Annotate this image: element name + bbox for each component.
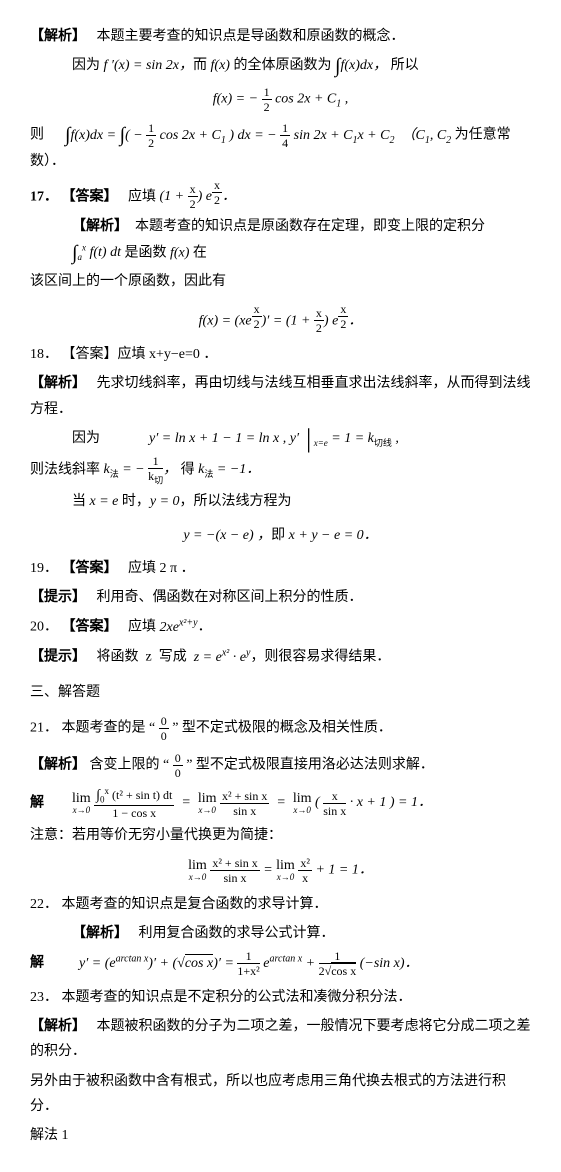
q21-txt-a: 本题考查的是 “ — [62, 721, 156, 736]
q21: 21． 本题考查的是 “ 0 0 ” 型不定式极限的概念及相关性质． — [30, 715, 531, 742]
q23: 23． 本题考查的知识点是不定积分的公式法和凑微分积分法． — [30, 985, 531, 1010]
q18-final: y = −(x − e) ，即 x + y − e = 0． — [30, 523, 531, 548]
q17-analysis-2: 该区间上的一个原函数，因此有 — [30, 269, 531, 294]
q23-txt: 本题考查的知识点是不定积分的公式法和凑微分积分法． — [62, 990, 412, 1005]
formula-int1: ∫f(x)dx， — [335, 58, 387, 73]
q23-analysis-tag: 【解析】 — [30, 1019, 86, 1034]
q21-note: 注意：若用等价无穷小量代换更为简捷： — [30, 823, 531, 848]
q18-kfa: 则法线斜率 k法 = − 1k切， 得 k法 = −1． — [30, 455, 531, 485]
line-integral-result: 则 ∫f(x)dx = ∫( − 12 cos 2x + C1 ) dx = −… — [30, 122, 531, 175]
txt-mid: 的全体原函数为 — [233, 58, 331, 73]
formula-fprime: f ′(x) = sin 2x， — [104, 58, 194, 73]
q23-line2: 另外由于被积函数中含有根式，所以也应考虑用三角代换去根式的方法进行积分． — [30, 1069, 531, 1119]
analysis-text: 本题主要考查的知识点是导函数和原函数的概念． — [97, 29, 405, 44]
q21-shortcut: limx→0 x² + sin xsin x = limx→0 x²x + 1 … — [30, 857, 531, 884]
formula-integral-expand: ∫f(x)dx = ∫( − 12 cos 2x + C1 ) dx = − 1… — [65, 128, 455, 143]
q18-when: 当 x = e 时，y = 0，所以法线方程为 — [30, 489, 531, 514]
q18-analysis-tag: 【解析】 — [30, 376, 86, 391]
analysis-tag: 【解析】 — [30, 29, 86, 44]
q22: 22． 本题考查的知识点是复合函数的求导计算． — [30, 892, 531, 917]
q20-hint: 【提示】 将函数 z 写成 z = ex² · ey，则很容易求得结果． — [30, 644, 531, 670]
q22-solve: 解 y′ = (earctan x)′ + (√cos x)′ = 11+x² … — [30, 950, 531, 977]
txt-yw: 因为 — [72, 431, 100, 446]
q21-solve: 解 limx→0 ∫0x (t² + sin t) dt 1 − cos x =… — [30, 787, 531, 819]
q20-hint-txt: 将函数 z 写成 z = ex² · ey，则很容易求得结果． — [97, 650, 391, 665]
zero-zero-frac2: 0 0 — [173, 752, 183, 779]
formula-fx: f(x) — [211, 58, 234, 73]
q21-analysis-b: ” 型不定式极限直接用洛必达法则求解． — [186, 758, 434, 773]
q23-num: 23． — [30, 990, 58, 1005]
q20-ans-txt: 应填 2xex²+y． — [128, 620, 212, 635]
q18-analysis-txt: 先求切线斜率，再由切线与法线互相垂直求出法线斜率，从而得到法线方程． — [30, 376, 531, 416]
q22-formula: y′ = (earctan x)′ + (√cos x)′ = 11+x² ea… — [79, 956, 419, 971]
q21-analysis-tag: 【解析】 — [30, 758, 86, 773]
q22-txt: 本题考查的知识点是复合函数的求导计算． — [62, 897, 328, 912]
q21-formula-chain: limx→0 ∫0x (t² + sin t) dt 1 − cos x = l… — [72, 795, 432, 810]
q19-hint: 【提示】 利用奇、偶函数在对称区间上积分的性质． — [30, 585, 531, 610]
q21-analysis: 【解析】 含变上限的 “ 0 0 ” 型不定式极限直接用洛必达法则求解． — [30, 752, 531, 779]
q18-when-txt: 当 x = e 时，y = 0，所以法线方程为 — [72, 494, 292, 509]
q18-formula-y: y′ = ln x + 1 − 1 = ln x , y′ |x=e = 1 =… — [149, 431, 399, 446]
section-3: 三、解答题 — [30, 680, 531, 705]
q20-ans-tag: 【答案】 — [62, 620, 118, 635]
q20-hint-tag: 【提示】 — [30, 650, 86, 665]
q21-txt-b: ” 型不定式极限的概念及相关性质． — [172, 721, 392, 736]
q22-analysis-tag: 【解析】 — [72, 926, 128, 941]
q19-ans-txt: 应填 2 π ． — [128, 561, 195, 576]
q19-num: 19． — [30, 561, 58, 576]
q17-analysis-tag: 【解析】 — [72, 219, 128, 234]
q23-analysis-txt: 本题被积函数的分子为二项之差，一般情况下要考虑将它分成二项之差的积分． — [30, 1019, 531, 1059]
txt-because: 因为 — [72, 58, 100, 73]
q18-kfa-txt: 则法线斜率 k法 = − 1k切， 得 k法 = −1． — [30, 462, 260, 477]
q19: 19． 【答案】 应填 2 π ． — [30, 556, 531, 581]
txt-ze: 则 — [30, 128, 44, 143]
q17-ans-txt: 应填 (1 + x2) ex2． — [128, 189, 236, 204]
q22-num: 22． — [30, 897, 58, 912]
q18-analysis: 【解析】 先求切线斜率，再由切线与法线互相垂直求出法线斜率，从而得到法线方程． — [30, 371, 531, 421]
q20-num: 20． — [30, 620, 58, 635]
q21-num: 21． — [30, 721, 58, 736]
q17-analysis: 【解析】 本题考查的知识点是原函数存在定理，即变上限的定积分 ∫ax f(t) … — [30, 214, 531, 265]
q21-analysis-a: 含变上限的 “ — [90, 758, 170, 773]
q20: 20． 【答案】 应填 2xex²+y． — [30, 614, 531, 640]
q17: 17． 【答案】 应填 (1 + x2) ex2． — [30, 179, 531, 211]
q23-analysis: 【解析】 本题被积函数的分子为二项之差，一般情况下要考虑将它分成二项之差的积分． — [30, 1014, 531, 1064]
q17-analysis-txt: 本题考查的知识点是原函数存在定理，即变上限的定积分 ∫ax f(t) dt 是函… — [72, 219, 485, 260]
q17-formula: f(x) = (xex2)′ = (1 + x2) ex2． — [30, 303, 531, 335]
formula-fx-expand: f(x) = − 12 cos 2x + C1 , — [30, 86, 531, 114]
analysis-header: 【解析】 本题主要考查的知识点是导函数和原函数的概念． — [30, 24, 531, 49]
q22-solve-tag: 解 — [30, 956, 44, 971]
q22-analysis: 【解析】 利用复合函数的求导公式计算． — [30, 921, 531, 946]
q19-hint-tag: 【提示】 — [30, 590, 86, 605]
q18-because: 因为 y′ = ln x + 1 − 1 = ln x , y′ |x=e = … — [30, 426, 531, 451]
q23-method1: 解法 1 — [30, 1123, 531, 1148]
q17-ans-tag: 【答案】 — [62, 189, 118, 204]
q18-ans: 【答案】应填 x+y−e=0 ． — [62, 347, 218, 362]
q18: 18． 【答案】应填 x+y−e=0 ． — [30, 342, 531, 367]
txt-er: 而 — [193, 58, 207, 73]
q18-num: 18． — [30, 347, 58, 362]
q19-hint-txt: 利用奇、偶函数在对称区间上积分的性质． — [97, 590, 363, 605]
txt-end: 所以 — [391, 58, 419, 73]
line-because-1: 因为 f ′(x) = sin 2x，而 f(x) 的全体原函数为 ∫f(x)d… — [30, 53, 531, 78]
q17-num: 17． — [30, 189, 58, 204]
q21-solve-tag: 解 — [30, 795, 44, 810]
q19-ans-tag: 【答案】 — [62, 561, 118, 576]
zero-zero-frac: 0 0 — [159, 715, 169, 742]
q22-analysis-txt: 利用复合函数的求导公式计算． — [139, 926, 335, 941]
